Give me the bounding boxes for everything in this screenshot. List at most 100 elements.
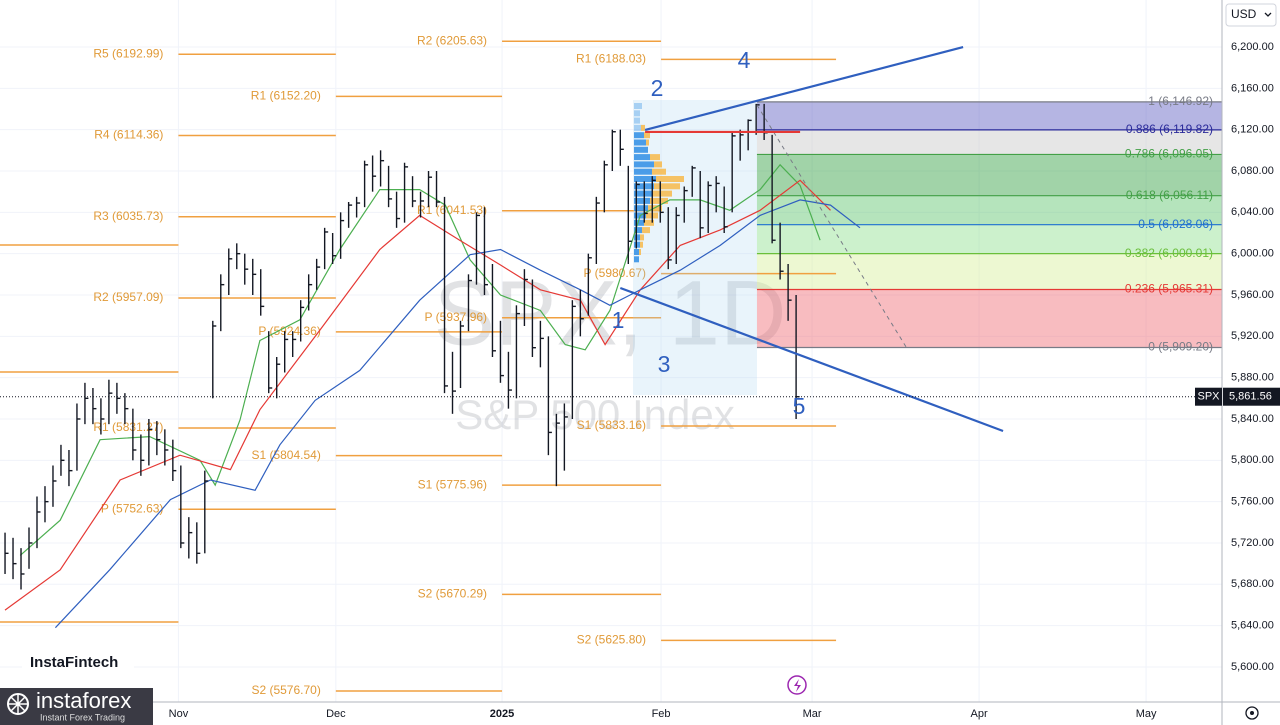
profile-bar: [650, 197, 668, 204]
y-tick-label: 5,680.00: [1231, 578, 1274, 590]
pivot-label: S1 (5804.54): [251, 448, 320, 462]
pivot-label: P (5937.96): [425, 310, 488, 324]
pivot-label: P (5752.63): [101, 501, 164, 515]
profile-bar: [634, 256, 639, 263]
chevron: [1264, 12, 1272, 17]
wave-label: 2: [651, 75, 664, 101]
fib-label: 0.382 (6,000.01): [1125, 246, 1213, 260]
y-tick-label: 5,760.00: [1231, 496, 1274, 508]
branding: InstaFintech instaforex Instant Forex Tr…: [0, 648, 153, 725]
time-axis-bg: [0, 702, 1222, 725]
y-tick-label: 6,200.00: [1231, 41, 1274, 53]
profile-bar: [634, 139, 646, 146]
profile-bar: [642, 227, 650, 234]
fib-band: [756, 129, 1222, 155]
y-tick-label: 5,840.00: [1231, 413, 1274, 425]
moving-average: [19, 163, 821, 556]
profile-bar: [634, 110, 640, 117]
profile-bar: [634, 124, 641, 131]
profile-bar: [634, 176, 656, 182]
fib-band: [756, 253, 1222, 290]
profile-bar: [644, 219, 654, 226]
pivot-label: P (5980.67): [584, 266, 647, 280]
symbol-tag-text: SPX: [1197, 391, 1220, 403]
profile-bar: [634, 205, 648, 212]
pivot-label: R1 (6041.53): [417, 203, 487, 217]
profile-bar: [640, 241, 643, 248]
x-tick-label: Feb: [652, 708, 671, 720]
profile-bar: [650, 154, 660, 161]
profile-bar: [634, 132, 644, 139]
profile-bar: [634, 117, 640, 124]
fib-band: [756, 224, 1222, 254]
pivot-label: R4 (6114.36): [94, 128, 163, 142]
fib-label: 0.236 (5,965.31): [1125, 282, 1213, 296]
settings-icon-dot: [1250, 711, 1254, 715]
profile-bar: [634, 146, 648, 153]
profile-bar: [634, 168, 652, 175]
profile-bar: [634, 241, 640, 248]
x-tick-label: Dec: [326, 708, 346, 720]
pivot-label: R5 (6192.99): [93, 46, 163, 60]
events-icon[interactable]: [787, 675, 807, 695]
price-tag: [1223, 387, 1280, 406]
y-tick-label: 5,720.00: [1231, 537, 1274, 549]
logo-text: instaforex: [36, 688, 131, 713]
profile-bar: [634, 197, 650, 204]
wave-label: 3: [658, 351, 671, 377]
y-tick-label: 5,920.00: [1231, 330, 1274, 342]
fib-label: 1 (6,146.92): [1148, 94, 1213, 108]
profile-bar: [634, 227, 642, 234]
y-tick-label: 6,080.00: [1231, 165, 1274, 177]
y-tick-label: 5,960.00: [1231, 289, 1274, 301]
pivot-label: R2 (6205.63): [417, 33, 487, 47]
profile-bar: [634, 219, 644, 226]
wave-label: 4: [738, 47, 751, 73]
pivot-label: S2 (5576.70): [251, 683, 320, 697]
fib-label: 0.886 (6,119.82): [1126, 122, 1213, 136]
logo-icon-rays: [8, 694, 28, 714]
currency: USD: [1231, 7, 1257, 21]
pivot-label: R3 (6035.73): [93, 209, 163, 223]
profile-bar: [641, 124, 645, 131]
logo-box: [0, 688, 153, 725]
profile-bar: [634, 190, 652, 197]
pivot-label: R1 (6188.03): [576, 52, 646, 66]
profile-bar: [634, 103, 642, 109]
logo-tagline: Instant Forex Trading: [40, 712, 125, 722]
profile-bar: [656, 176, 684, 182]
pivot-label: S1 (5833.16): [577, 418, 646, 432]
profile-range: [633, 100, 757, 395]
x-tick-label: Apr: [971, 708, 988, 720]
price-axis-bg: [1222, 0, 1280, 725]
profile-bar: [634, 249, 639, 255]
fib-label: 0.618 (6,056.11): [1126, 188, 1213, 202]
pivot-label: R1 (5831.27): [93, 420, 163, 434]
profile-bar: [639, 249, 641, 255]
symbol-tag: [1195, 387, 1222, 406]
price-tag-text: 5,861.56: [1229, 391, 1272, 403]
profile-bar: [634, 161, 654, 168]
x-tick-label: Nov: [169, 708, 189, 720]
profile-bar: [654, 161, 662, 168]
profile-bar: [634, 154, 650, 161]
profile-bar: [640, 234, 644, 241]
profile-bar: [652, 190, 672, 197]
currency-button[interactable]: [1225, 3, 1277, 27]
pivot-label: R2 (5957.09): [93, 290, 163, 304]
pivot-label: S2 (5670.29): [418, 587, 487, 601]
fib-band: [756, 195, 1222, 225]
y-tick-label: 5,600.00: [1231, 661, 1274, 673]
y-tick-label: 5,880.00: [1231, 372, 1274, 384]
profile-bar: [644, 132, 650, 139]
y-tick-label: 6,000.00: [1231, 248, 1274, 260]
event-bolt: [794, 679, 801, 692]
settings-icon[interactable]: [1245, 706, 1259, 720]
profile-bar: [634, 234, 640, 241]
pivot-label: P (5924.36): [258, 324, 321, 338]
fib-band: [756, 154, 1222, 196]
fib-band: [756, 289, 1222, 348]
wave-label: 5: [793, 393, 806, 419]
